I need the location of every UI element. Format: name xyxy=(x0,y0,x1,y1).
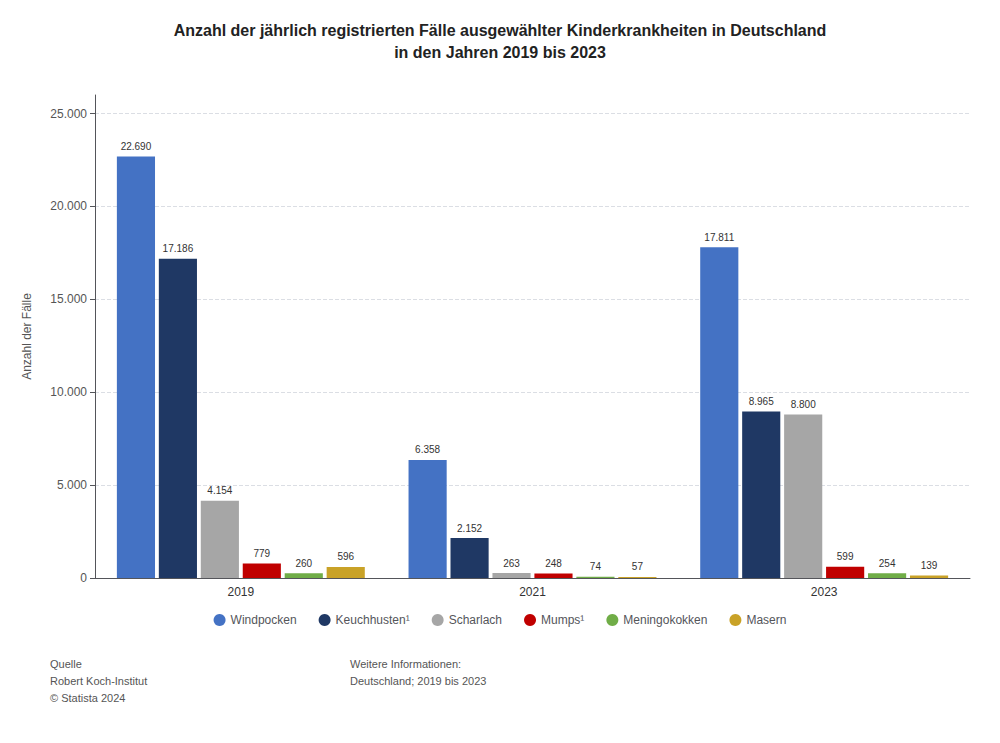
svg-text:20.000: 20.000 xyxy=(50,199,87,213)
svg-text:Deutschland; 2019 bis 2023: Deutschland; 2019 bis 2023 xyxy=(350,675,486,687)
svg-text:Meningokokken: Meningokokken xyxy=(623,613,707,627)
svg-text:6.358: 6.358 xyxy=(415,444,440,455)
svg-text:Keuchhusten¹: Keuchhusten¹ xyxy=(336,613,410,627)
svg-text:254: 254 xyxy=(879,558,896,569)
svg-text:Masern: Masern xyxy=(746,613,786,627)
svg-text:Robert Koch-Institut: Robert Koch-Institut xyxy=(50,675,147,687)
svg-text:Windpocken: Windpocken xyxy=(231,613,297,627)
svg-text:596: 596 xyxy=(337,551,354,562)
svg-text:248: 248 xyxy=(545,558,562,569)
svg-text:57: 57 xyxy=(632,561,644,572)
svg-text:Anzahl der Fälle: Anzahl der Fälle xyxy=(20,293,34,380)
svg-text:779: 779 xyxy=(253,548,270,559)
svg-text:2023: 2023 xyxy=(811,585,838,599)
svg-text:15.000: 15.000 xyxy=(50,292,87,306)
svg-text:Mumps¹: Mumps¹ xyxy=(541,613,584,627)
svg-text:2.152: 2.152 xyxy=(457,523,482,534)
svg-text:17.811: 17.811 xyxy=(704,232,734,243)
svg-text:in den Jahren 2019 bis 2023: in den Jahren 2019 bis 2023 xyxy=(394,44,606,61)
svg-text:8.965: 8.965 xyxy=(749,396,774,407)
svg-text:8.800: 8.800 xyxy=(791,399,816,410)
svg-text:17.186: 17.186 xyxy=(163,243,194,254)
svg-text:260: 260 xyxy=(295,558,312,569)
svg-text:5.000: 5.000 xyxy=(57,478,87,492)
svg-text:Weitere Informationen:: Weitere Informationen: xyxy=(350,658,461,670)
svg-text:22.690: 22.690 xyxy=(121,141,152,152)
svg-text:263: 263 xyxy=(503,558,520,569)
svg-text:© Statista 2024: © Statista 2024 xyxy=(50,692,125,704)
svg-text:599: 599 xyxy=(837,551,854,562)
svg-text:2019: 2019 xyxy=(227,585,254,599)
svg-text:Anzahl der jährlich registrier: Anzahl der jährlich registrierten Fälle … xyxy=(174,22,827,39)
svg-text:Quelle: Quelle xyxy=(50,658,82,670)
svg-text:10.000: 10.000 xyxy=(50,385,87,399)
svg-text:139: 139 xyxy=(921,560,938,571)
svg-text:2021: 2021 xyxy=(519,585,546,599)
svg-text:0: 0 xyxy=(80,571,87,585)
svg-text:74: 74 xyxy=(590,561,602,572)
svg-text:25.000: 25.000 xyxy=(50,107,87,121)
svg-text:4.154: 4.154 xyxy=(207,485,232,496)
svg-text:Scharlach: Scharlach xyxy=(449,613,502,627)
